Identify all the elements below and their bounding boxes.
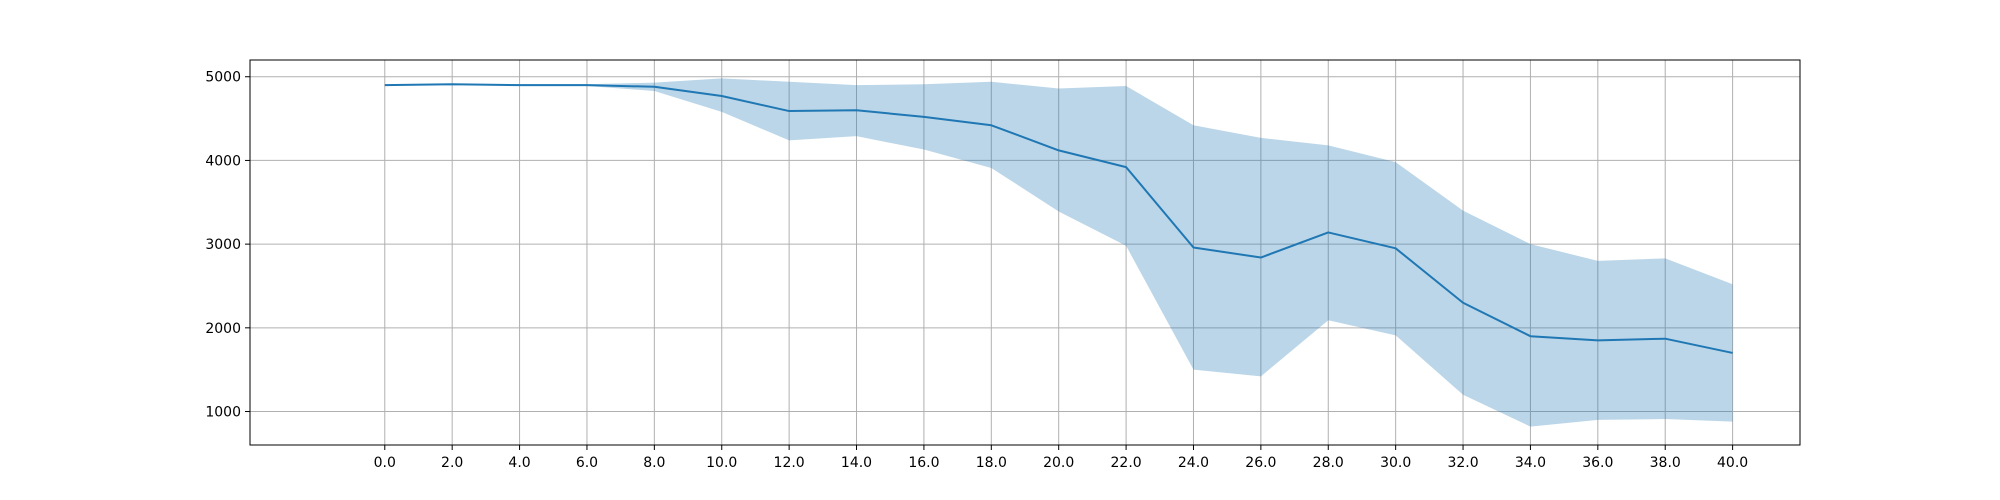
series-layer xyxy=(384,83,1733,354)
axes xyxy=(249,59,1801,446)
x-tick-label: 36.0 xyxy=(1582,455,1613,471)
y-tick-label: 1000 xyxy=(205,405,241,421)
x-tick-label: 28.0 xyxy=(1313,455,1344,471)
y-tick-label: 2000 xyxy=(205,321,241,337)
x-tick-label: 0.0 xyxy=(374,455,396,471)
y-tick-label: 5000 xyxy=(205,70,241,86)
series-line xyxy=(384,83,1733,354)
x-tick-label: 30.0 xyxy=(1380,455,1411,471)
x-tick-label: 14.0 xyxy=(841,455,872,471)
x-tick-label: 22.0 xyxy=(1111,455,1142,471)
x-tick-label: 16.0 xyxy=(908,455,939,471)
x-tick-label: 12.0 xyxy=(774,455,805,471)
x-tick-label: 32.0 xyxy=(1447,455,1478,471)
y-axis-ticks: 1000 2000 3000 4000 5000 xyxy=(205,70,250,421)
x-tick-label: 34.0 xyxy=(1515,455,1546,471)
x-tick-label: 26.0 xyxy=(1245,455,1276,471)
plot-frame xyxy=(249,59,1801,446)
x-tick-label: 6.0 xyxy=(576,455,598,471)
x-tick-label: 40.0 xyxy=(1717,455,1748,471)
y-tick-label: 4000 xyxy=(205,153,241,169)
confidence-band-layer xyxy=(384,78,1733,427)
y-tick-label: 3000 xyxy=(205,237,241,253)
x-tick-label: 2.0 xyxy=(441,455,463,471)
x-tick-label: 24.0 xyxy=(1178,455,1209,471)
x-tick-label: 4.0 xyxy=(508,455,530,471)
x-tick-label: 18.0 xyxy=(976,455,1007,471)
x-axis-ticks: 0.0 2.0 4.0 6.0 8.0 10.0 12.0 14.0 16.0 18.0 20.0 2… xyxy=(374,445,1748,471)
confidence-band xyxy=(384,78,1733,427)
x-tick-label: 10.0 xyxy=(706,455,737,471)
x-tick-label: 8.0 xyxy=(643,455,665,471)
x-tick-label: 20.0 xyxy=(1043,455,1074,471)
x-tick-label: 38.0 xyxy=(1650,455,1681,471)
grid xyxy=(250,60,1800,445)
